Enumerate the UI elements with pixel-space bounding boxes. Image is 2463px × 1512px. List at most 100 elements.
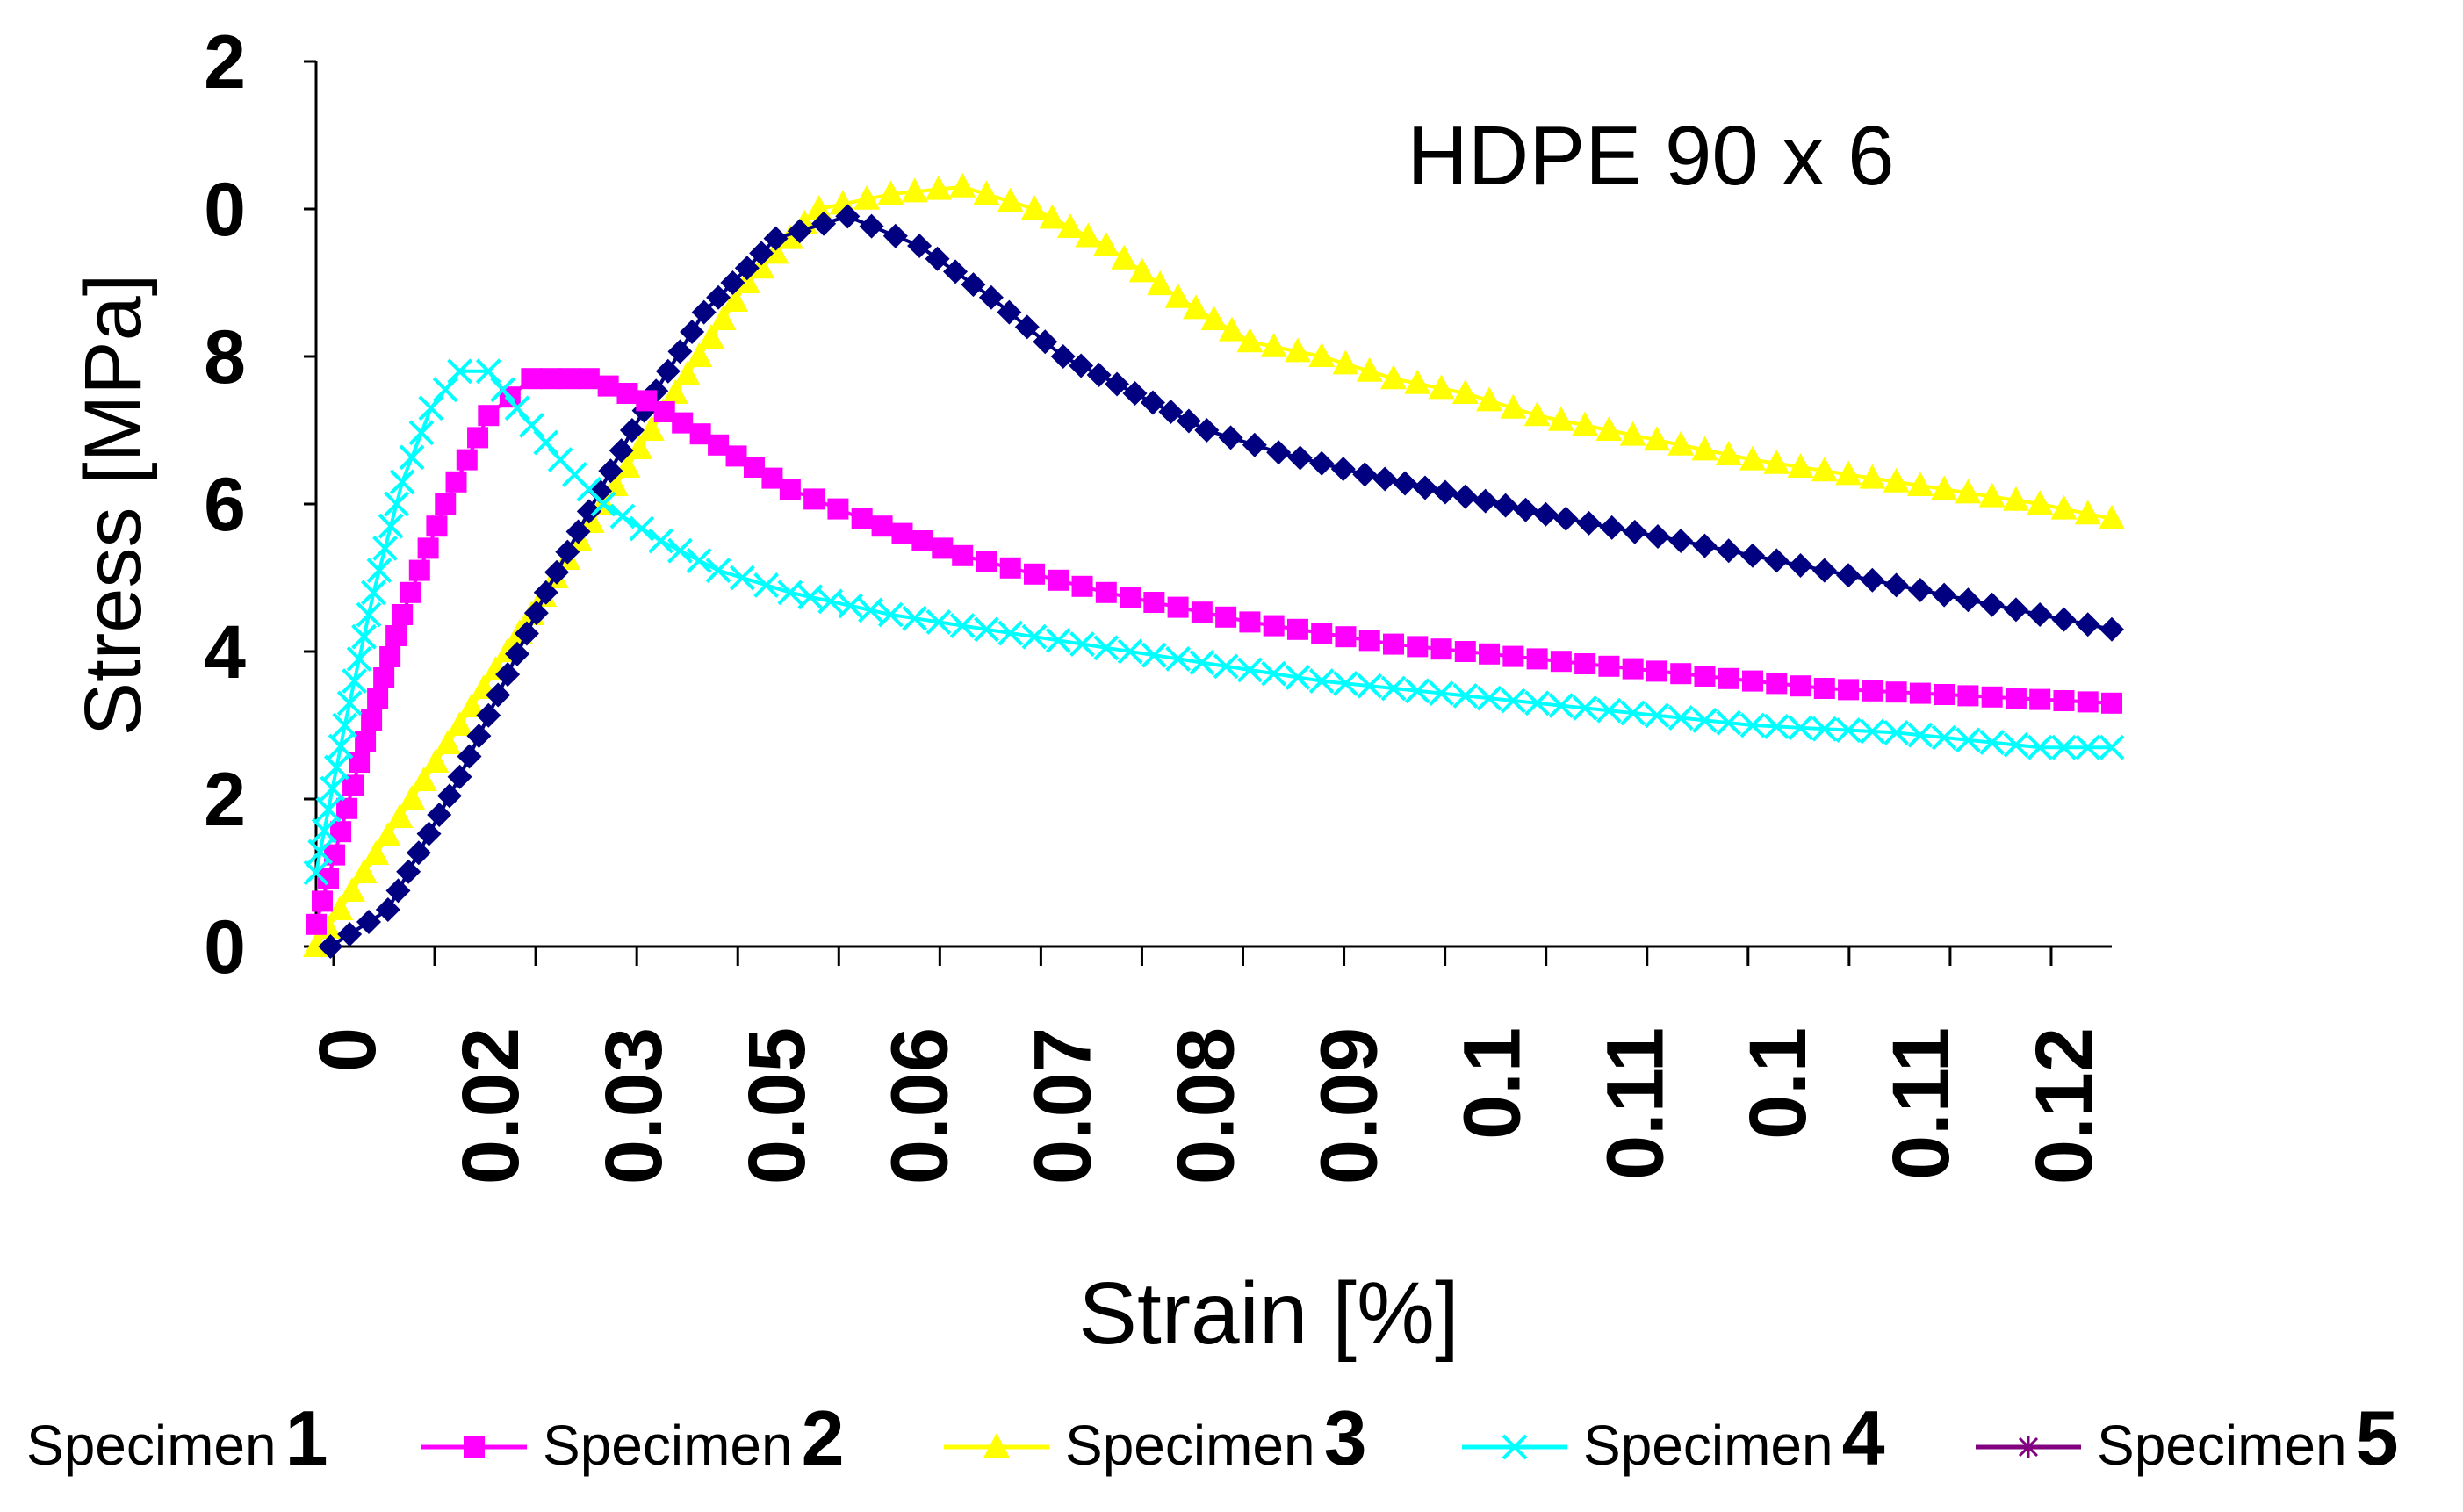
data-point-specimen-1 xyxy=(1352,462,1378,487)
data-point-specimen-1 xyxy=(1393,471,1418,496)
data-point-specimen-1 xyxy=(1372,466,1398,492)
x-tick-label: 0.11 xyxy=(1876,1027,1966,1180)
data-point-specimen-2 xyxy=(803,488,825,510)
data-point-specimen-3 xyxy=(1931,475,1958,500)
data-point-specimen-1 xyxy=(1788,553,1813,578)
legend-swatch-marker xyxy=(983,1433,1010,1458)
data-point-specimen-1 xyxy=(619,418,645,443)
data-point-specimen-4 xyxy=(447,358,473,385)
data-point-specimen-3 xyxy=(686,342,713,367)
data-point-specimen-2 xyxy=(1048,569,1069,591)
series-line-specimen-2 xyxy=(314,377,2113,925)
data-point-specimen-2 xyxy=(1526,648,1548,670)
data-point-specimen-3 xyxy=(1092,232,1120,256)
data-point-specimen-2 xyxy=(1646,660,1667,682)
legend-item-specimen-2: Specimen 2 xyxy=(421,1394,845,1481)
data-point-specimen-2 xyxy=(1454,641,1476,662)
data-point-specimen-4 xyxy=(315,796,342,823)
data-point-specimen-4 xyxy=(346,645,372,672)
data-point-specimen-4 xyxy=(2075,734,2101,760)
data-point-specimen-3 xyxy=(1835,460,1862,486)
data-point-specimen-2 xyxy=(392,604,414,625)
data-point-specimen-2 xyxy=(1909,682,1931,704)
data-point-specimen-1 xyxy=(1033,329,1058,355)
data-point-specimen-2 xyxy=(578,368,600,390)
data-point-specimen-1 xyxy=(1194,418,1220,443)
data-point-specimen-1 xyxy=(978,284,1004,310)
data-point-specimen-4 xyxy=(686,547,712,573)
data-point-specimen-1 xyxy=(787,219,812,244)
data-point-specimen-1 xyxy=(763,226,789,251)
data-point-specimen-4 xyxy=(1093,635,1120,661)
data-point-specimen-4 xyxy=(328,733,354,760)
data-point-specimen-2 xyxy=(312,890,334,912)
data-point-specimen-3 xyxy=(1218,316,1245,342)
data-point-specimen-1 xyxy=(375,897,400,922)
data-point-specimen-1 xyxy=(1266,440,1292,465)
data-point-specimen-1 xyxy=(466,724,492,749)
data-point-specimen-4 xyxy=(1285,664,1311,690)
data-point-specimen-3 xyxy=(422,748,450,773)
data-point-specimen-3 xyxy=(853,184,881,210)
data-point-specimen-1 xyxy=(1287,445,1313,471)
y-tick-label: 2 xyxy=(204,758,246,842)
data-point-specimen-1 xyxy=(961,272,986,298)
data-point-specimen-1 xyxy=(416,821,442,846)
data-point-specimen-2 xyxy=(2005,688,2027,709)
data-point-specimen-1 xyxy=(1513,497,1538,522)
data-point-specimen-4 xyxy=(667,537,693,564)
data-point-specimen-3 xyxy=(1332,349,1359,375)
data-point-specimen-1 xyxy=(925,246,950,271)
x-tick-label: 0.1 xyxy=(1447,1027,1537,1140)
data-point-specimen-1 xyxy=(1050,344,1076,369)
data-point-specimen-2 xyxy=(672,412,694,434)
data-point-specimen-1 xyxy=(1412,475,1437,500)
legend-number: 2 xyxy=(802,1394,845,1481)
data-point-specimen-1 xyxy=(1309,450,1335,476)
data-point-specimen-2 xyxy=(540,368,562,390)
data-point-specimen-4 xyxy=(1883,719,1910,745)
data-point-specimen-2 xyxy=(349,752,371,773)
data-point-specimen-2 xyxy=(1574,653,1596,674)
y-tick-label: 8 xyxy=(204,315,246,400)
data-point-specimen-3 xyxy=(350,859,378,883)
data-point-specimen-4 xyxy=(2099,734,2125,760)
data-point-specimen-3 xyxy=(2002,486,2029,511)
data-point-specimen-4 xyxy=(372,535,398,561)
series-specimen-3 xyxy=(303,172,2125,957)
data-point-specimen-1 xyxy=(1176,408,1201,434)
data-point-specimen-1 xyxy=(1242,432,1267,457)
data-point-specimen-2 xyxy=(689,423,711,445)
data-point-specimen-4 xyxy=(418,395,444,421)
data-point-specimen-2 xyxy=(1358,630,1380,652)
data-point-specimen-1 xyxy=(544,559,570,585)
data-point-specimen-4 xyxy=(753,572,780,598)
data-point-specimen-3 xyxy=(1428,374,1455,400)
data-point-specimen-2 xyxy=(1263,615,1285,637)
x-tick-label: 0.11 xyxy=(1590,1027,1680,1180)
legend-swatch-marker xyxy=(2017,1436,2040,1458)
data-point-specimen-1 xyxy=(706,284,731,310)
data-point-specimen-4 xyxy=(336,690,363,716)
data-point-specimen-1 xyxy=(337,922,363,947)
data-point-specimen-1 xyxy=(1432,479,1458,505)
data-point-specimen-1 xyxy=(523,601,549,626)
data-point-specimen-2 xyxy=(616,383,638,404)
data-point-specimen-3 xyxy=(1811,457,1838,482)
chart-title: HDPE 90 x 6 xyxy=(1408,109,1895,203)
data-point-specimen-3 xyxy=(662,379,688,404)
data-point-specimen-4 xyxy=(1404,678,1430,704)
data-point-specimen-3 xyxy=(363,840,390,865)
data-point-specimen-2 xyxy=(559,368,581,390)
data-point-specimen-1 xyxy=(1576,510,1602,536)
data-point-specimen-3 xyxy=(2050,494,2078,520)
legend-label: Specimen xyxy=(1065,1414,1315,1477)
data-point-specimen-1 xyxy=(1692,533,1718,558)
data-point-specimen-3 xyxy=(1667,430,1695,456)
data-point-specimen-1 xyxy=(1836,563,1862,588)
data-point-specimen-1 xyxy=(1740,543,1765,568)
data-point-specimen-4 xyxy=(2051,734,2077,760)
data-point-specimen-3 xyxy=(1111,244,1138,270)
data-point-specimen-4 xyxy=(858,597,883,623)
data-point-specimen-3 xyxy=(2027,490,2054,515)
